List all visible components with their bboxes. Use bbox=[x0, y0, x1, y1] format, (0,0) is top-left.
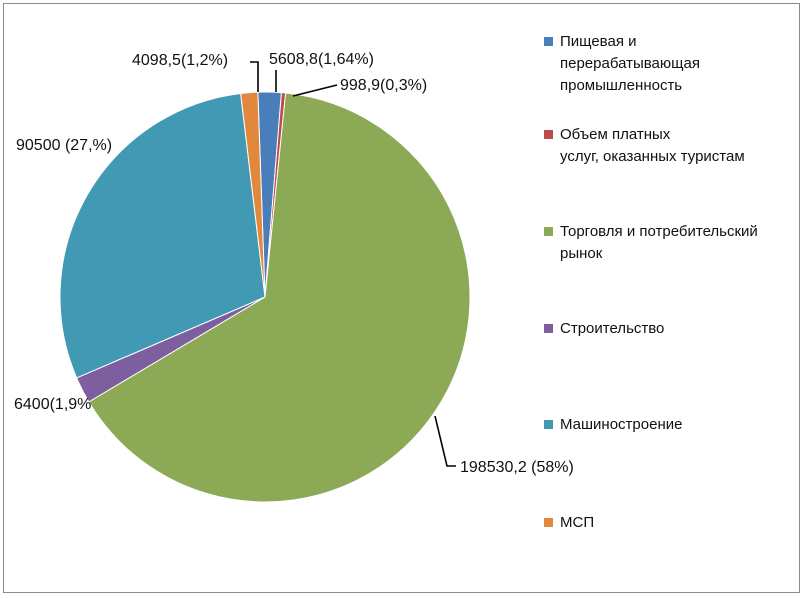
legend-label-6-line-1: МСП bbox=[560, 514, 594, 531]
legend-swatch-4 bbox=[544, 324, 553, 333]
data-label-1: 5608,8(1,64%) bbox=[269, 51, 374, 68]
pie-chart: 5608,8(1,64%) 998,9(0,3%) 198530,2 (58%) 64… bbox=[14, 33, 758, 531]
legend-swatch-5 bbox=[544, 420, 553, 429]
leader-line-3 bbox=[434, 415, 456, 467]
pie-slice-5 bbox=[59, 92, 266, 379]
legend-label-2-line-1: Объем платных bbox=[560, 126, 671, 143]
legend-swatch-2 bbox=[544, 130, 553, 139]
legend-entry-6: МСП bbox=[544, 514, 594, 531]
legend-label-3-line-2: рынок bbox=[560, 245, 603, 262]
pie-slice-6 bbox=[240, 91, 266, 298]
pie-slice-3 bbox=[88, 92, 471, 503]
legend-label-1-line-1: Пищевая и bbox=[560, 33, 637, 50]
legend-entry-4: Строительство bbox=[544, 320, 664, 337]
chart-frame: 5608,8(1,64%) 998,9(0,3%) 198530,2 (58%) 64… bbox=[3, 3, 800, 593]
legend-label-2-line-2: услуг, оказанных туристам bbox=[560, 148, 745, 165]
data-label-5: 90500 (27,%) bbox=[16, 137, 112, 154]
legend-label-3-line-1: Торговля и потребительский bbox=[560, 223, 758, 240]
legend-swatch-6 bbox=[544, 518, 553, 527]
leader-lines bbox=[250, 61, 456, 467]
legend-entry-2: Объем платных услуг, оказанных туристам bbox=[544, 126, 745, 165]
leader-line-6 bbox=[250, 61, 259, 92]
pie-slices bbox=[59, 91, 471, 503]
data-label-6: 4098,5(1,2%) bbox=[132, 52, 228, 69]
legend-entry-3: Торговля и потребительский рынок bbox=[544, 223, 758, 262]
data-label-4: 6400(1,9% bbox=[14, 396, 91, 413]
legend-label-1-line-2: перерабатывающая bbox=[560, 55, 700, 72]
legend-label-5-line-1: Машиностроение bbox=[560, 416, 682, 433]
legend-swatch-1 bbox=[544, 37, 553, 46]
legend-label-4-line-1: Строительство bbox=[560, 320, 664, 337]
data-label-2: 998,9(0,3%) bbox=[340, 77, 427, 94]
leader-line-2 bbox=[292, 84, 338, 97]
data-labels: 5608,8(1,64%) 998,9(0,3%) 198530,2 (58%) 64… bbox=[14, 51, 574, 476]
legend-entry-5: Машиностроение bbox=[544, 416, 682, 433]
legend-entry-1: Пищевая и перерабатывающая промышленность bbox=[544, 33, 700, 94]
data-label-3: 198530,2 (58%) bbox=[460, 459, 574, 476]
legend-label-1-line-3: промышленность bbox=[560, 77, 682, 94]
legend: Пищевая и перерабатывающая промышленность О… bbox=[544, 33, 758, 531]
legend-swatch-3 bbox=[544, 227, 553, 236]
